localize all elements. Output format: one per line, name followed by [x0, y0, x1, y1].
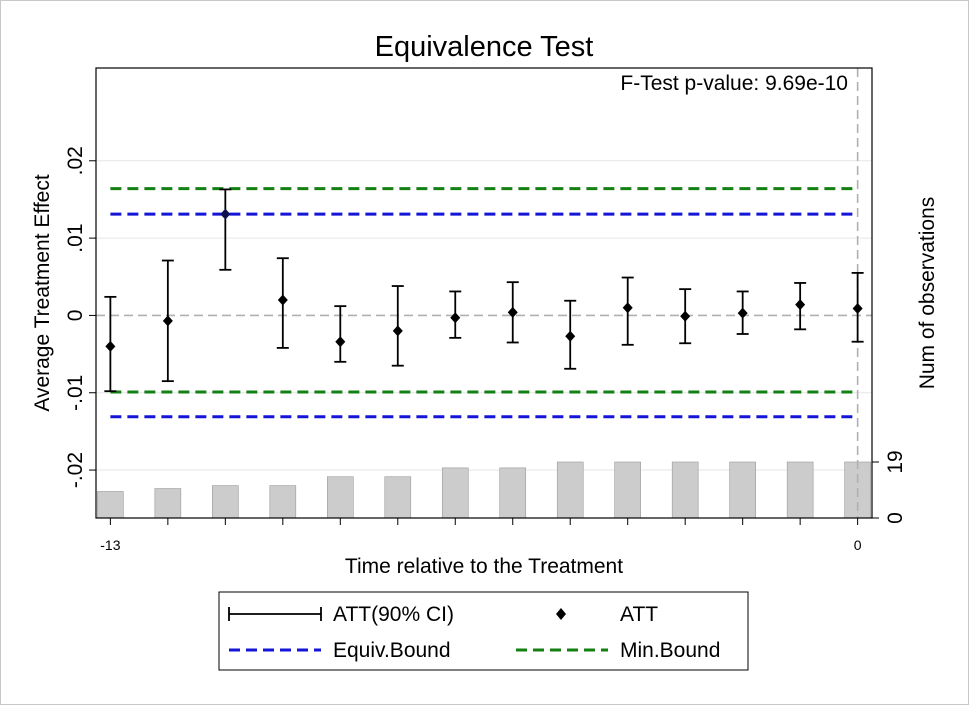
- observation-bar: [786, 461, 814, 519]
- att-point: [852, 302, 863, 314]
- legend-ci-label: ATT(90% CI): [333, 603, 454, 626]
- att-point: [277, 294, 288, 306]
- att-point: [162, 315, 173, 327]
- att-point: [335, 336, 346, 348]
- y-tick-label: 0: [64, 310, 87, 322]
- x-tick-label: -13: [100, 537, 120, 553]
- observation-bar: [729, 461, 756, 519]
- y-tick-label: -.02: [64, 452, 87, 488]
- legend-min-label: Min.Bound: [620, 639, 720, 662]
- observation-bar: [441, 467, 469, 519]
- legend-att-label: ATT: [620, 603, 658, 626]
- observation-bar: [556, 461, 584, 519]
- legend-box: [218, 591, 749, 671]
- y-tick-label: .01: [64, 224, 87, 253]
- y2-axis-label: Num of observations: [916, 197, 939, 390]
- legend-att-marker: [556, 608, 566, 620]
- y-tick-label: .02: [64, 146, 87, 175]
- att-point: [795, 299, 806, 311]
- y2-tick-label: 19: [884, 450, 907, 473]
- x-tick-label: 0: [854, 537, 862, 553]
- y-tick-label: -.01: [64, 375, 87, 411]
- att-point: [737, 307, 748, 319]
- att-point: [220, 208, 231, 220]
- observation-bar: [499, 467, 527, 519]
- y2-tick-label: 0: [884, 512, 907, 524]
- observation-bar: [671, 461, 699, 519]
- bound-lines: [110, 187, 858, 419]
- observation-bar: [269, 485, 297, 519]
- x-axis-label: Time relative to the Treatment: [345, 555, 623, 578]
- y-axis-label: Average Treatment Effect: [31, 174, 54, 412]
- legend: ATT(90% CI) ATT Equiv.Bound Min.Bound: [218, 591, 749, 671]
- att-points: [105, 208, 863, 352]
- observation-bar: [326, 476, 354, 519]
- observation-bar: [97, 491, 124, 519]
- att-point: [680, 310, 691, 322]
- att-point: [565, 330, 576, 342]
- att-point: [507, 306, 518, 318]
- att-point: [622, 302, 633, 314]
- observation-bar: [384, 476, 412, 519]
- observation-bar: [154, 488, 182, 519]
- axes: .02 .01 0 -.01 -.02 0 19 -13 0: [64, 146, 907, 553]
- chart-title: Equivalence Test: [375, 31, 594, 63]
- legend-equiv-label: Equiv.Bound: [333, 639, 451, 662]
- att-point: [392, 325, 403, 337]
- observation-bars: [97, 461, 871, 519]
- att-point: [450, 312, 461, 324]
- ftest-annotation: F-Test p-value: 9.69e-10: [620, 72, 848, 95]
- att-point: [105, 340, 116, 352]
- plot-frame: [95, 67, 873, 519]
- observation-bar: [212, 485, 239, 519]
- observation-bar: [614, 461, 642, 519]
